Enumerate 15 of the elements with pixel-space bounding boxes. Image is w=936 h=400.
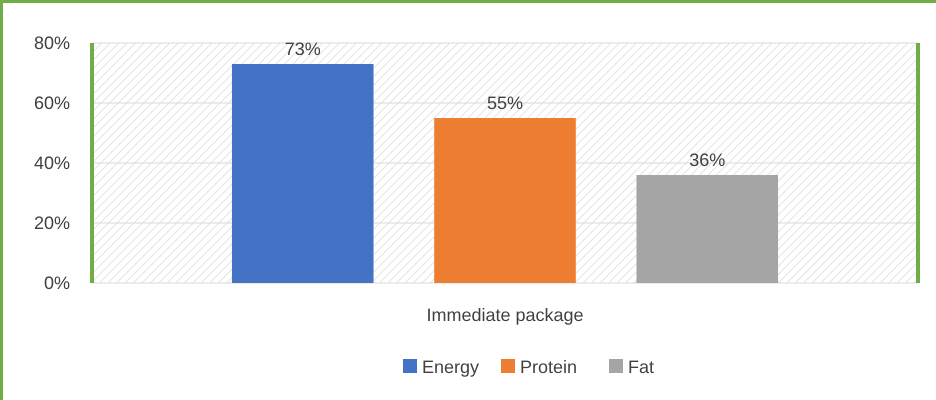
bar <box>636 175 778 283</box>
data-label: 55% <box>486 93 524 113</box>
bar <box>434 118 576 283</box>
bar <box>232 64 374 283</box>
y-tick-label: 20% <box>34 213 70 233</box>
legend-label: Energy <box>422 357 480 377</box>
legend-label: Fat <box>628 357 654 377</box>
y-tick-label: 80% <box>34 33 70 53</box>
y-tick-label: 0% <box>44 273 70 293</box>
x-tick-label: Immediate package <box>426 305 584 325</box>
data-label: 36% <box>689 150 726 170</box>
data-label: 73% <box>284 39 321 59</box>
y-tick-label: 40% <box>34 153 70 173</box>
legend-label: Protein <box>520 357 578 377</box>
y-tick-label: 60% <box>34 93 70 113</box>
